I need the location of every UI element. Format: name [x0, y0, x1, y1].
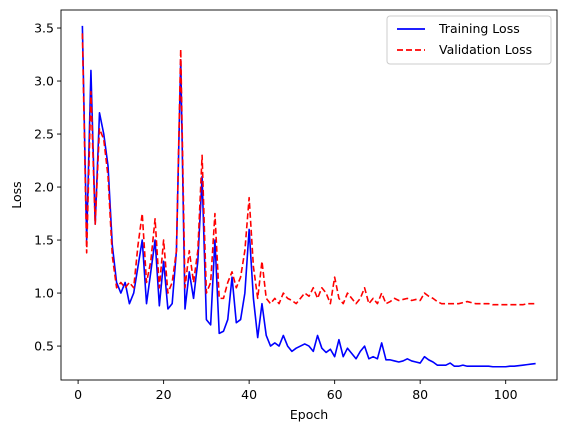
y-tick-label: 0.5: [34, 339, 54, 354]
y-axis-label: Loss: [9, 181, 24, 208]
y-tick-label: 1.5: [34, 233, 54, 248]
x-tick-label: 60: [327, 387, 343, 402]
y-tick-label: 3.0: [34, 74, 54, 89]
plot-frame: [60, 9, 558, 381]
legend-label-validation: Validation Loss: [439, 42, 532, 57]
x-tick-label: 80: [412, 387, 428, 402]
series-line-validation-loss: [81, 33, 536, 306]
y-tick-label: 3.5: [34, 21, 54, 36]
x-tick-label: 40: [241, 387, 257, 402]
x-tick-label: 20: [156, 387, 172, 402]
legend-box: [386, 15, 552, 65]
y-axis-ticks: 0.5 1.0 1.5 2.0 2.5 3.0 3.5: [34, 21, 61, 354]
y-tick-label: 2.0: [34, 180, 54, 195]
series-line-training-loss: [81, 25, 536, 368]
legend: Training Loss Validation Loss: [386, 15, 552, 65]
plot-lines: [81, 25, 536, 368]
x-axis-ticks: 0 20 40 60 80 100: [74, 380, 518, 402]
x-tick-label: 100: [494, 387, 518, 402]
legend-label-training: Training Loss: [438, 21, 520, 36]
x-axis-label: Epoch: [290, 407, 328, 422]
y-tick-label: 2.5: [34, 127, 54, 142]
x-tick-label: 0: [74, 387, 82, 402]
y-tick-label: 1.0: [34, 286, 54, 301]
